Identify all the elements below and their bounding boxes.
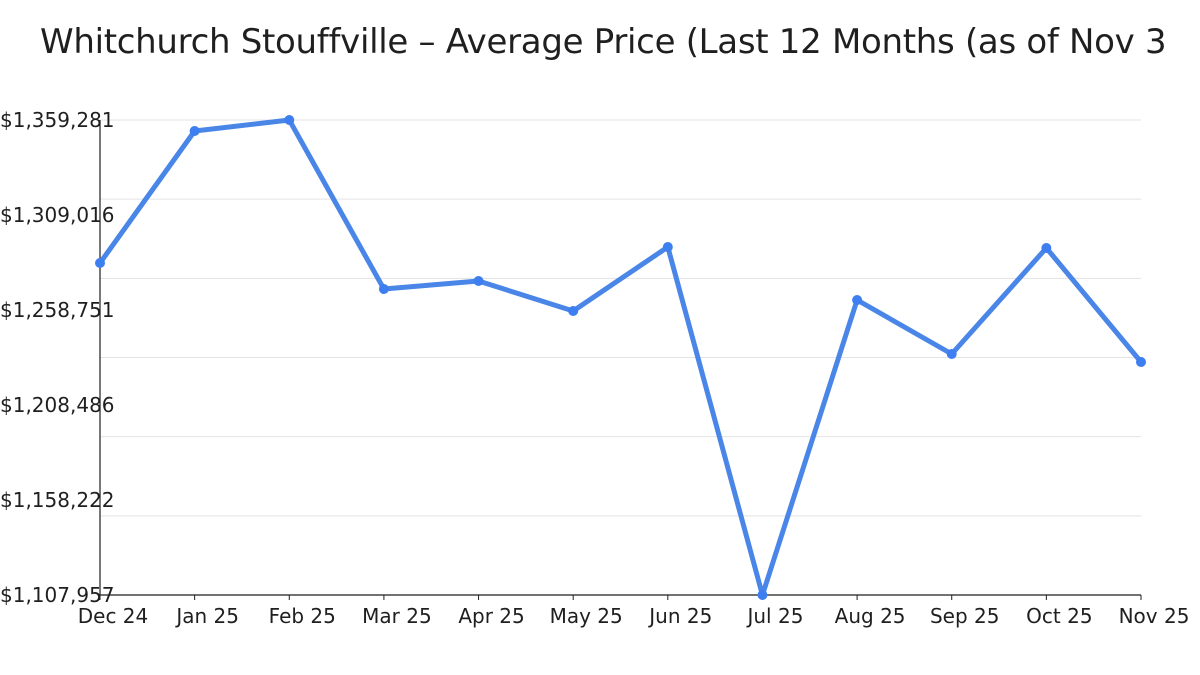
data-point-marker[interactable] [284, 115, 295, 125]
x-tick-label: Feb 25 [269, 604, 336, 628]
series-line [97, 117, 1144, 598]
data-point-marker[interactable] [946, 349, 957, 360]
data-point-marker[interactable] [189, 126, 200, 137]
y-axis: $1,107,957 $1,158,222 $1,208,486 $1,258,751… [0, 108, 115, 607]
x-axis: Dec 24 Jan 25 Feb 25 Mar 25 Apr 25 May 25 Jun … [78, 594, 1190, 628]
x-tick-label: Oct 25 [1026, 604, 1092, 628]
x-tick-label: Mar 25 [362, 604, 432, 628]
data-point-marker[interactable] [95, 257, 105, 268]
y-tick-label: $1,359,281 [0, 108, 115, 132]
x-tick-label: Sep 25 [930, 604, 1000, 628]
y-tick-label: $1,107,957 [0, 583, 115, 607]
price-series [95, 115, 1146, 600]
x-tick-label: Jan 25 [174, 604, 239, 628]
y-tick-label: $1,208,486 [0, 393, 115, 417]
x-tick-label: Jul 25 [745, 604, 803, 628]
data-point-marker[interactable] [568, 306, 579, 317]
data-point-marker[interactable] [757, 590, 768, 600]
chart-title: Whitchurch Stouffville – Average Price (… [40, 22, 1167, 62]
data-point-marker[interactable] [473, 276, 484, 287]
y-tick-label: $1,309,016 [0, 203, 115, 227]
x-tick-label: Jun 25 [647, 604, 712, 628]
y-tick-label: $1,258,751 [0, 298, 115, 322]
data-point-marker[interactable] [378, 284, 389, 295]
x-tick-label: Dec 24 [78, 604, 149, 628]
data-point-marker[interactable] [1136, 356, 1146, 367]
x-tick-label: Apr 25 [458, 604, 524, 628]
y-tick-label: $1,158,222 [0, 488, 115, 512]
x-tick-label: Aug 25 [835, 604, 906, 628]
x-tick-label: Nov 25 [1119, 604, 1190, 628]
data-point-marker[interactable] [662, 241, 673, 252]
data-point-marker[interactable] [1041, 242, 1052, 253]
data-point-marker[interactable] [852, 295, 863, 306]
x-tick-label: May 25 [550, 604, 623, 628]
